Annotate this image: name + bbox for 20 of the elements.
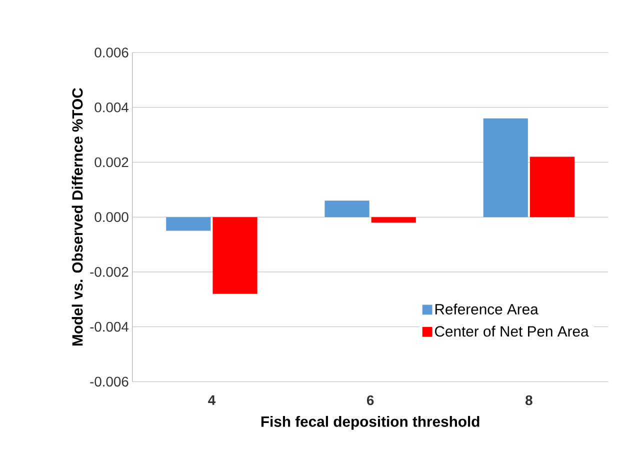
y-tick-label: -0.004: [90, 322, 128, 332]
y-tick-label: 0.002: [94, 157, 128, 168]
bar: [166, 217, 211, 231]
bar: [483, 118, 528, 218]
y-tick-label: -0.006: [90, 376, 128, 387]
x-tick-label: 6: [366, 395, 374, 406]
x-axis-title: Fish fecal deposition threshold: [261, 416, 480, 430]
y-tick-label: -0.002: [90, 267, 128, 277]
bar: [324, 200, 370, 218]
x-tick-label: 4: [208, 395, 216, 405]
y-tick-label: 0.004: [94, 102, 128, 112]
y-tick-label: 0.006: [94, 48, 128, 58]
legend-label: Center of Net Pen Area: [435, 326, 589, 337]
bar: [371, 217, 416, 223]
y-tick-label: 0.000: [94, 212, 128, 222]
legend-label: Reference Area: [435, 304, 538, 315]
y-axis-title: Model vs. Observed Differnce %TOC: [72, 88, 83, 346]
x-tick-label: 8: [526, 395, 532, 406]
bar: [212, 217, 258, 294]
bar: [530, 156, 575, 218]
